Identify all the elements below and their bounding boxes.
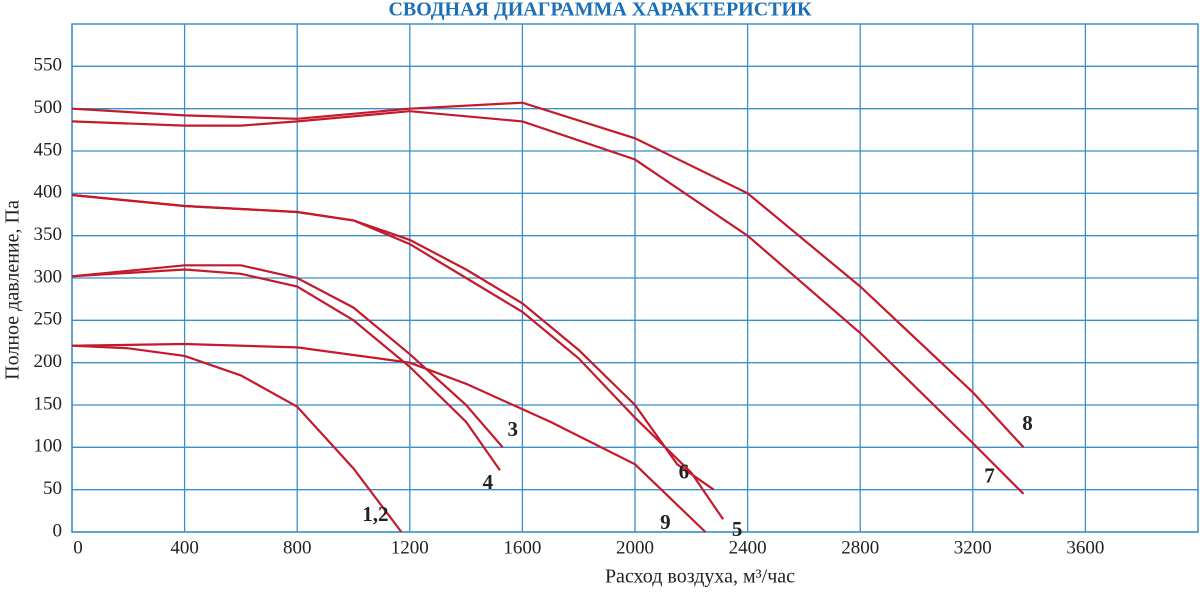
chart-title: СВОДНАЯ ДИАГРАММА ХАРАКТЕРИСТИК [388,0,812,21]
curve [71,264,504,449]
x-axis-label: Расход воздуха, м³/час [605,566,795,588]
curve-label: 8 [1022,411,1033,435]
curve [71,193,715,491]
y-tick-label: 450 [34,139,63,160]
curve [71,110,1025,495]
y-tick-label: 250 [34,309,63,330]
curve-label: 4 [483,470,494,494]
curve-label: 3 [507,417,518,441]
x-tick-label: 2000 [616,537,654,558]
curve [71,268,501,471]
y-tick-label: 150 [34,393,63,414]
x-tick-label: 0 [73,537,83,558]
y-axis-label: Полное давление, Па [2,200,24,380]
curve [71,101,1025,449]
x-tick-label: 2400 [729,537,767,558]
x-tick-label: 3200 [954,537,992,558]
x-tick-label: 2800 [841,537,879,558]
curve-label: 1,2 [362,502,388,526]
curve-label: 9 [660,510,671,534]
y-tick-label: 550 [34,55,63,76]
x-tick-label: 1600 [503,537,541,558]
x-tick-label: 3600 [1066,537,1104,558]
y-tick-label: 500 [34,97,63,118]
x-tick-label: 1200 [391,537,429,558]
curve-label: 5 [732,517,743,541]
y-tick-label: 200 [34,351,63,372]
curve-label: 6 [679,459,690,483]
x-tick-label: 800 [283,537,312,558]
y-tick-label: 400 [34,182,63,203]
curve [71,344,403,533]
y-tick-label: 100 [34,436,63,457]
y-tick-label: 50 [43,478,62,499]
y-tick-label: 0 [53,520,63,541]
curve [71,342,707,533]
y-tick-label: 350 [34,224,63,245]
y-tick-label: 300 [34,266,63,287]
x-tick-label: 400 [170,537,199,558]
curve-label: 7 [984,464,995,488]
